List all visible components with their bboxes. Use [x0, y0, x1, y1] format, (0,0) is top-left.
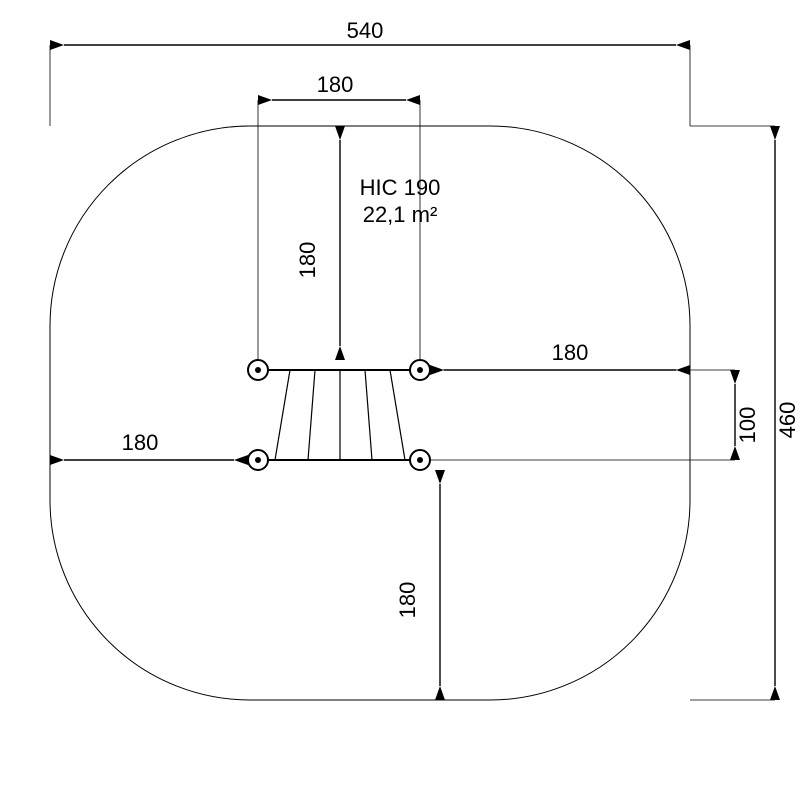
right_180: 180	[444, 340, 676, 370]
left_180: 180	[64, 430, 234, 460]
area-label: 22,1 m²	[363, 202, 438, 227]
overall_w: 540	[64, 18, 676, 45]
svg-text:180: 180	[122, 430, 159, 455]
hic-label: HIC 190	[360, 175, 441, 200]
vert_top_180: 180	[295, 140, 340, 346]
technical-drawing: HIC 19022,1 m² 540 180 180 180 180 180 460 100	[0, 0, 800, 800]
svg-text:100: 100	[735, 407, 760, 444]
top_180: 180	[272, 72, 406, 100]
equipment-plan	[248, 360, 430, 470]
h_100: 100	[735, 384, 760, 446]
vert_bot_180: 180	[395, 484, 440, 686]
svg-text:180: 180	[295, 242, 320, 279]
svg-text:540: 540	[347, 18, 384, 43]
overall_h: 460	[775, 140, 800, 686]
svg-text:180: 180	[395, 582, 420, 619]
svg-text:180: 180	[552, 340, 589, 365]
svg-text:460: 460	[775, 402, 800, 439]
svg-text:180: 180	[317, 72, 354, 97]
